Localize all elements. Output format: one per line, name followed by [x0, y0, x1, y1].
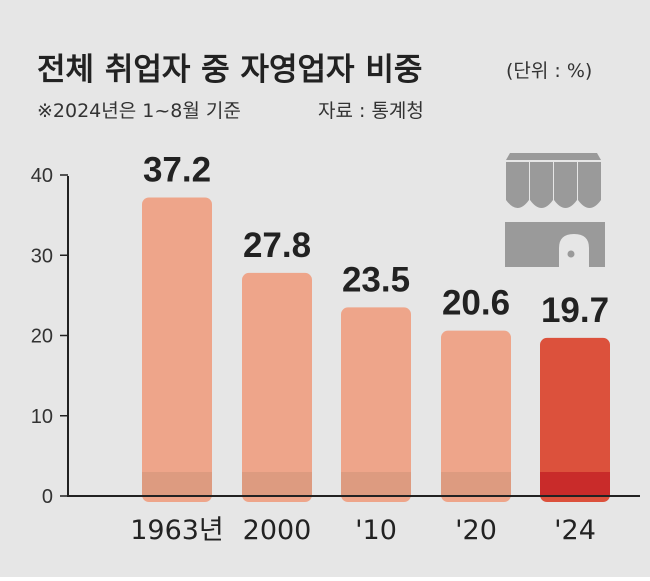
- bar: [341, 307, 411, 502]
- chart-note: ※2024년은 1~8월 기준: [37, 100, 241, 122]
- bar-value-label: 23.5: [342, 260, 410, 299]
- chart-title: 전체 취업자 중 자영업자 비중: [37, 52, 422, 88]
- bar: [540, 337, 610, 502]
- bar-value-label: 37.2: [143, 150, 211, 189]
- bar-value-label: 19.7: [541, 291, 609, 330]
- bar: [142, 197, 212, 502]
- x-tick-label: 1963년: [130, 515, 224, 546]
- bar-base: [341, 472, 411, 496]
- bar-base: [242, 472, 312, 496]
- bar-group: 37.2 27.8 23.5 20.6 19.7: [142, 150, 610, 502]
- chart-source: 자료 : 통계청: [318, 100, 424, 122]
- x-tick-label: '24: [554, 515, 596, 546]
- bar-value-label: 20.6: [442, 284, 510, 323]
- y-tick-label: 0: [42, 486, 53, 508]
- y-axis-ticks: 0 10 20 30 40: [31, 165, 68, 508]
- x-tick-label: '20: [455, 515, 497, 546]
- shop-awning-icon: [505, 153, 605, 267]
- bar: [242, 272, 312, 502]
- bar-base: [540, 472, 610, 496]
- bar-base: [142, 472, 212, 496]
- bar-value-label: 27.8: [243, 226, 311, 265]
- y-tick-label: 40: [31, 165, 53, 187]
- x-tick-label: 2000: [243, 515, 312, 546]
- x-tick-label: '10: [355, 515, 397, 546]
- x-axis-ticks: 1963년 2000 '10 '20 '24: [130, 515, 596, 546]
- chart-unit: (단위 : %): [506, 60, 592, 82]
- y-tick-label: 20: [31, 326, 53, 348]
- bar-base: [441, 472, 511, 496]
- bar: [441, 330, 511, 502]
- y-tick-label: 30: [31, 245, 53, 267]
- y-tick-label: 10: [31, 406, 53, 428]
